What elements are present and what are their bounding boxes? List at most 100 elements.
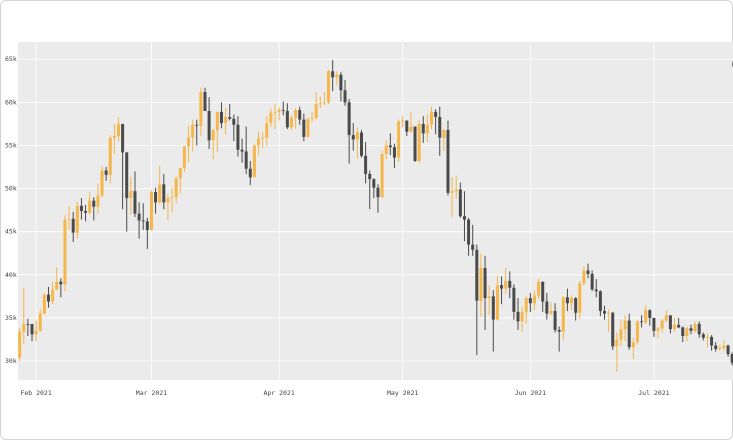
candle-body bbox=[125, 152, 129, 199]
candle-body bbox=[112, 135, 116, 138]
candle-body bbox=[244, 151, 248, 169]
candle-body bbox=[104, 170, 108, 175]
candle-body bbox=[710, 336, 714, 346]
candle-body bbox=[199, 92, 203, 126]
candle-body bbox=[63, 219, 67, 285]
candle-body bbox=[640, 321, 644, 323]
candle-body bbox=[508, 280, 512, 288]
candle-body bbox=[664, 315, 668, 321]
candle-body bbox=[79, 205, 83, 211]
y-tick-label: 50k bbox=[5, 185, 17, 193]
candle-body bbox=[467, 219, 471, 245]
candle-body bbox=[51, 289, 55, 302]
x-tick-label: Jul 2021 bbox=[638, 389, 669, 397]
candle-body bbox=[376, 187, 380, 198]
candle-body bbox=[108, 137, 112, 175]
candle-body bbox=[170, 197, 174, 199]
candles bbox=[18, 60, 733, 372]
candle-body bbox=[380, 154, 384, 198]
candle-body bbox=[425, 124, 429, 134]
candle-body bbox=[302, 119, 306, 137]
candle-body bbox=[631, 342, 635, 348]
candle-body bbox=[166, 198, 170, 203]
candle-body bbox=[491, 296, 495, 320]
candle-body bbox=[372, 179, 376, 188]
candle-body bbox=[100, 170, 104, 196]
candle-body bbox=[578, 283, 582, 313]
candle-body bbox=[236, 124, 240, 150]
candle-body bbox=[364, 155, 368, 174]
candle-body bbox=[730, 354, 733, 363]
candle-body bbox=[619, 329, 623, 340]
candle-body bbox=[129, 191, 133, 199]
candle-body bbox=[327, 71, 331, 103]
x-tick-label: May 2021 bbox=[387, 389, 418, 397]
candle-body bbox=[219, 111, 223, 124]
candle-body bbox=[541, 281, 545, 302]
candle-body bbox=[693, 323, 697, 331]
candle-body bbox=[137, 213, 141, 221]
candle-body bbox=[677, 324, 681, 328]
candle-body bbox=[570, 298, 574, 304]
candle-body bbox=[281, 110, 285, 111]
candle-body bbox=[84, 211, 88, 213]
candle-body bbox=[681, 327, 685, 337]
candle-body bbox=[475, 249, 479, 301]
x-tick-label: Apr 2021 bbox=[263, 389, 294, 397]
y-tick-label: 40k bbox=[5, 271, 17, 279]
candle-body bbox=[421, 123, 425, 134]
candle-body bbox=[462, 216, 466, 220]
candle-body bbox=[623, 320, 627, 330]
candle-body bbox=[611, 312, 615, 347]
y-tick-label: 45k bbox=[5, 228, 17, 236]
candle-body bbox=[252, 145, 256, 178]
candle-body bbox=[351, 135, 355, 140]
candle-body bbox=[59, 281, 63, 285]
candle-body bbox=[191, 124, 195, 138]
candle-body bbox=[343, 90, 347, 103]
candle-body bbox=[75, 205, 79, 233]
candle-body bbox=[211, 129, 215, 141]
candle-body bbox=[178, 167, 182, 179]
candle-body bbox=[22, 323, 26, 332]
candle-body bbox=[88, 200, 92, 213]
x-tick-label: Mar 2021 bbox=[136, 389, 167, 397]
candle-body bbox=[306, 118, 310, 137]
candle-body bbox=[298, 110, 302, 120]
y-tick-label: 65k bbox=[5, 55, 17, 63]
candle-body bbox=[434, 111, 438, 118]
candle-body bbox=[553, 311, 557, 330]
candle-body bbox=[195, 124, 199, 126]
candle-body bbox=[574, 298, 578, 313]
candle-body bbox=[685, 328, 689, 337]
axis-labels: 30k 35k 40k 45k 50k 55k 60k 65k Feb 2021 Mar 2021… bbox=[5, 55, 670, 397]
candle-body bbox=[454, 189, 458, 192]
candle-body bbox=[635, 321, 639, 343]
candle-body bbox=[158, 184, 162, 203]
candle-body bbox=[504, 280, 508, 289]
candle-body bbox=[401, 120, 405, 122]
candle-body bbox=[673, 324, 677, 330]
candle-body bbox=[273, 111, 277, 113]
candle-body bbox=[442, 129, 446, 138]
candle-body bbox=[289, 117, 293, 128]
candle-body bbox=[203, 92, 207, 111]
candle-body bbox=[718, 348, 722, 349]
candle-body bbox=[18, 331, 22, 358]
candle-body bbox=[487, 296, 491, 299]
candle-body bbox=[483, 267, 487, 299]
candle-body bbox=[368, 173, 372, 180]
candle-body bbox=[92, 200, 96, 207]
candle-body bbox=[450, 191, 454, 193]
candle-body bbox=[520, 311, 524, 322]
candle-body bbox=[30, 323, 34, 335]
candle-body bbox=[495, 285, 499, 320]
candle-body bbox=[586, 270, 590, 274]
y-tick-label: 60k bbox=[5, 98, 17, 106]
candle-body bbox=[656, 328, 660, 331]
candle-body bbox=[240, 149, 244, 152]
candle-body bbox=[265, 123, 269, 138]
candle-body bbox=[524, 298, 528, 312]
candle-body bbox=[561, 297, 565, 332]
candle-body bbox=[277, 110, 281, 112]
